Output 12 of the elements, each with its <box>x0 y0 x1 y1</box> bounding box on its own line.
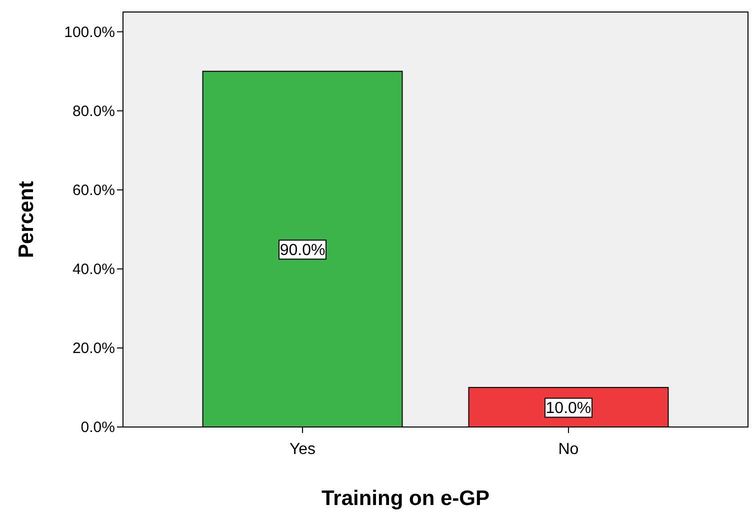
y-tick-label: 40.0% <box>72 260 115 278</box>
data-label: 90.0% <box>280 242 326 260</box>
y-tick-label: 60.0% <box>72 182 115 199</box>
x-tick-label: No <box>558 441 579 458</box>
x-tick-label: Yes <box>289 441 316 458</box>
y-tick-label: 100.0% <box>64 24 115 41</box>
y-tick-label: 20.0% <box>72 340 115 357</box>
data-label: 10.0% <box>546 400 592 418</box>
y-axis-title: Percent <box>15 180 38 258</box>
x-axis-title: Training on e-GP <box>321 487 490 510</box>
y-tick-label: 80.0% <box>72 102 115 120</box>
y-tick-label: 0.0% <box>80 419 115 436</box>
